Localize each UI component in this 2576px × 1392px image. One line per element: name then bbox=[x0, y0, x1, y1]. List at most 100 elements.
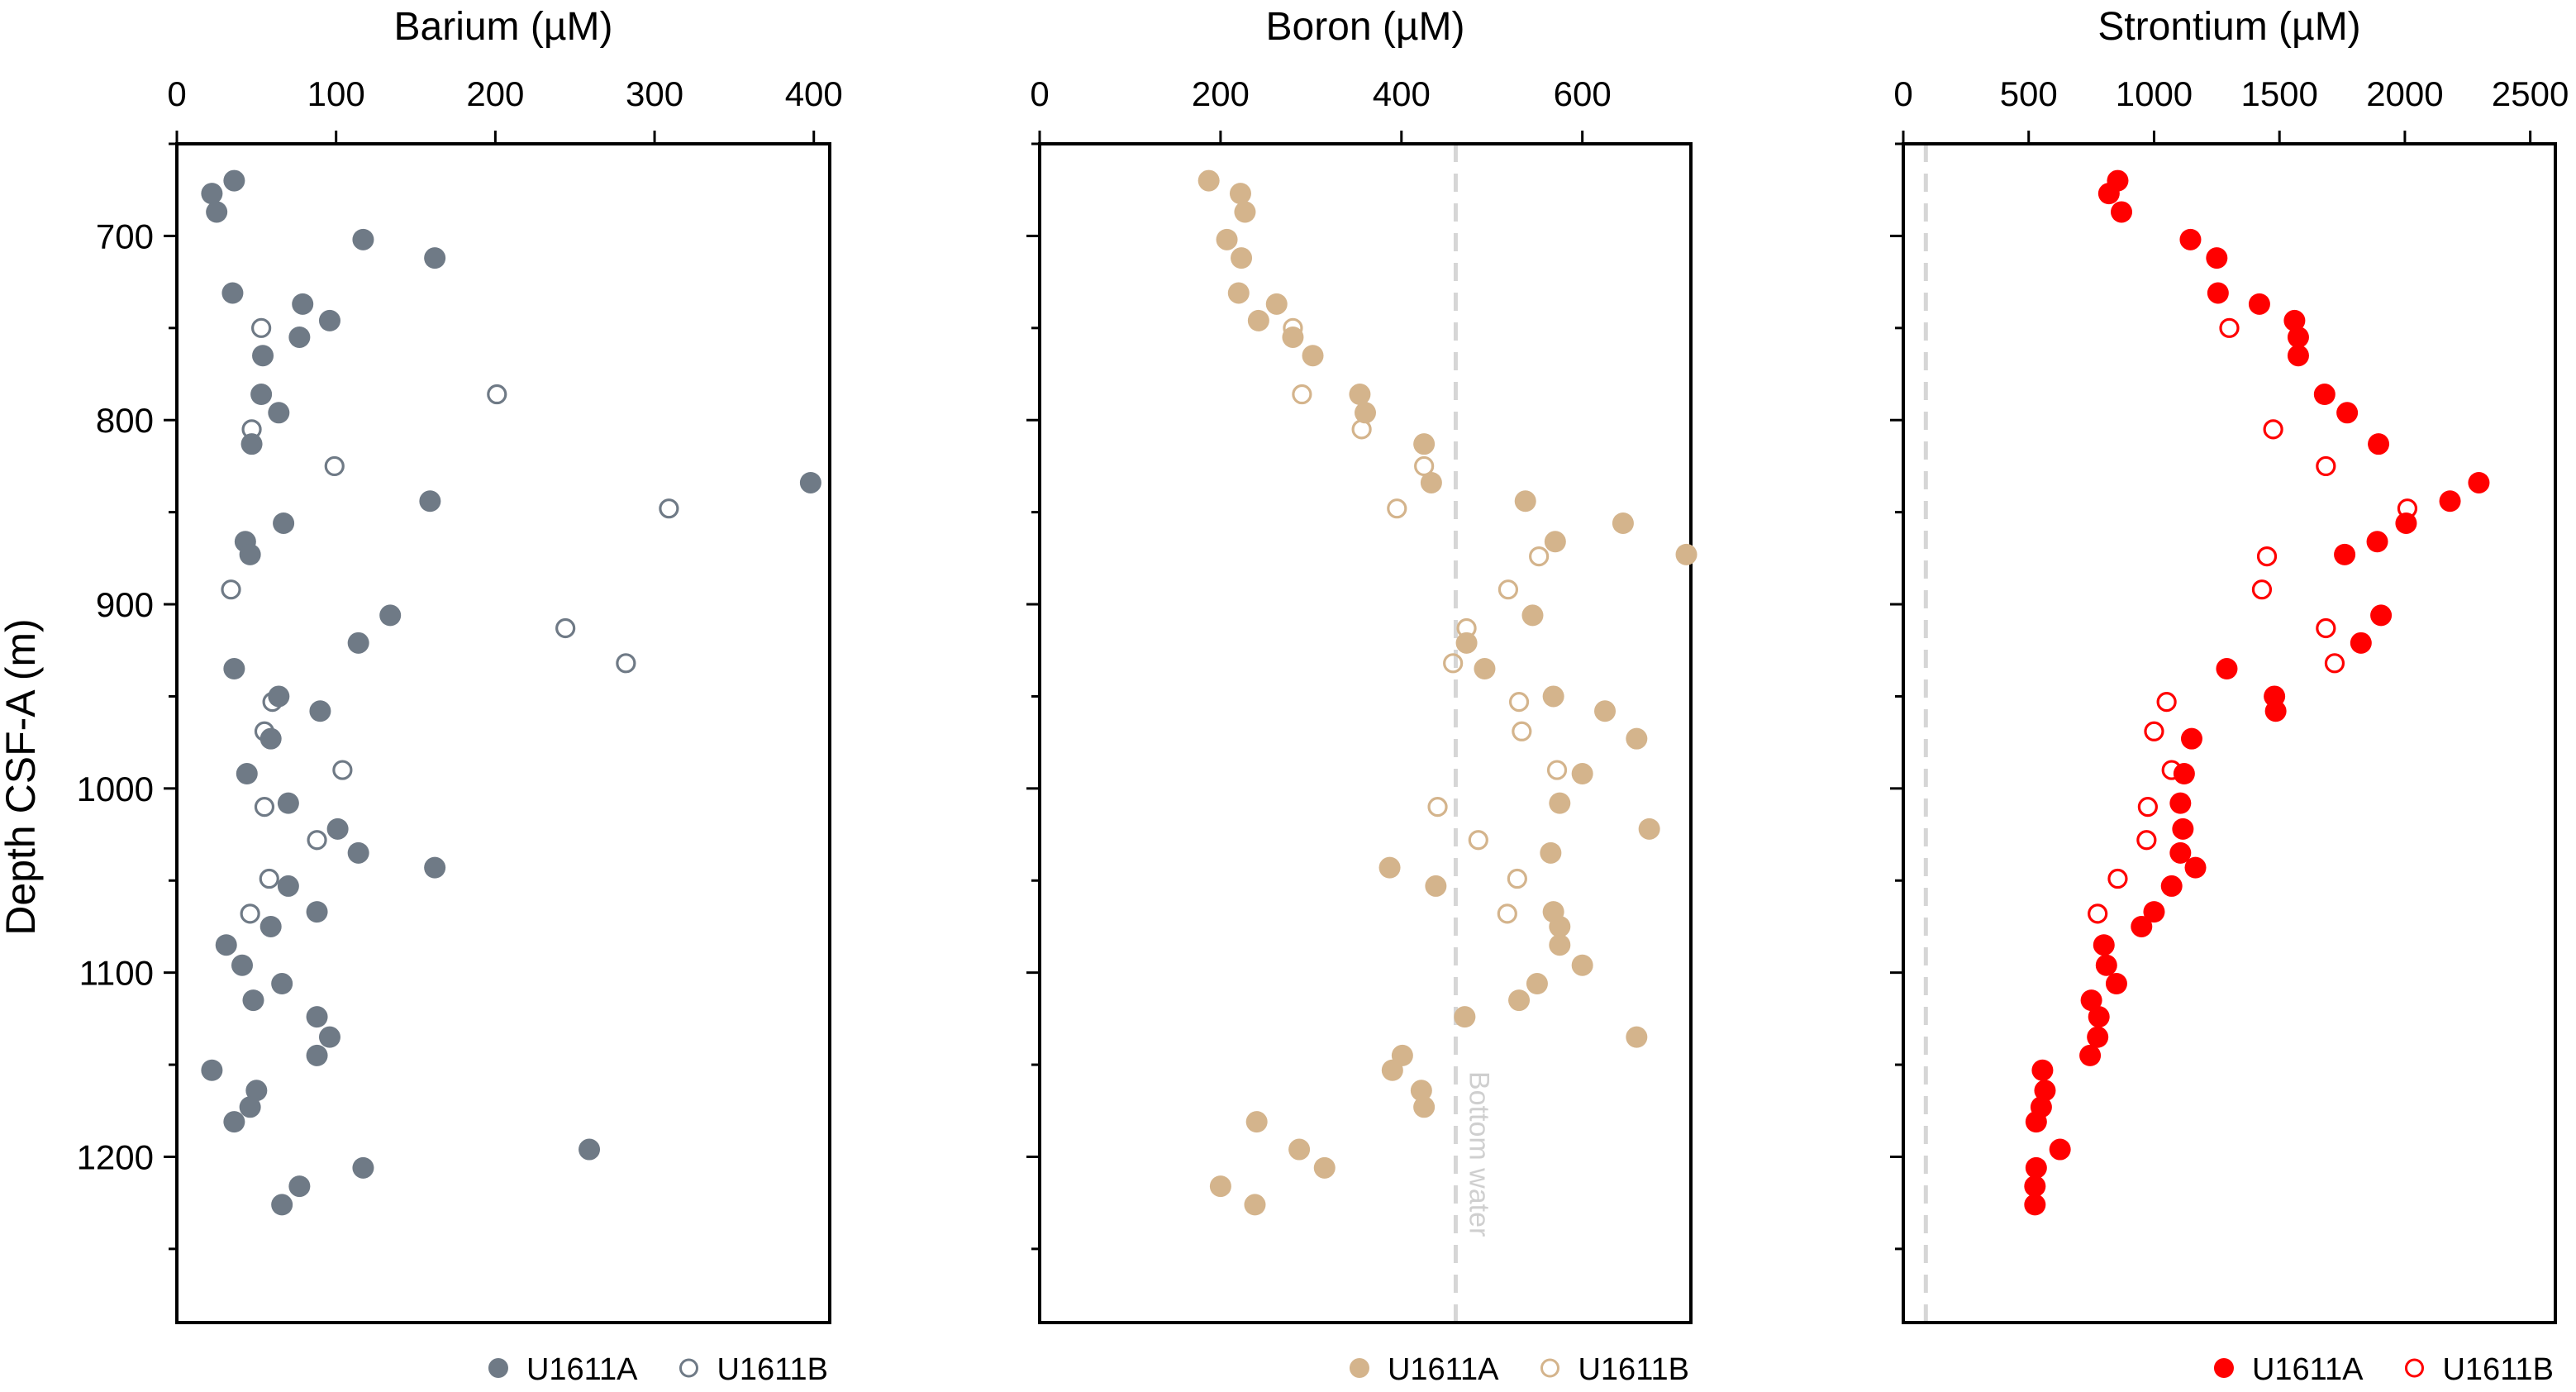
barium-legend-marker bbox=[488, 1358, 508, 1378]
y-tick-label: 800 bbox=[96, 401, 154, 440]
boron-point-u1611a bbox=[1355, 402, 1376, 424]
strontium-plot-frame bbox=[1902, 142, 2557, 1324]
boron-point-u1611a bbox=[1612, 512, 1634, 534]
boron-point-u1611b bbox=[1529, 546, 1550, 567]
barium-point-u1611b bbox=[259, 868, 279, 889]
barium-x-tick-label: 0 bbox=[167, 74, 186, 113]
strontium-point-u1611a bbox=[2087, 1026, 2109, 1048]
strontium-point-u1611a bbox=[2179, 228, 2202, 250]
strontium-point-u1611b bbox=[2156, 692, 2177, 713]
boron-legend-marker bbox=[1349, 1358, 1369, 1378]
strontium-point-u1611a bbox=[2131, 915, 2153, 937]
barium-point-u1611a bbox=[318, 309, 340, 331]
boron-point-u1611a bbox=[1247, 309, 1269, 331]
strontium-point-u1611b bbox=[2107, 868, 2128, 889]
boron-point-u1611a bbox=[1549, 934, 1571, 956]
strontium-legend-label: U1611A bbox=[2252, 1352, 2364, 1387]
strontium-point-u1611a bbox=[2080, 989, 2102, 1012]
strontium-legend-marker bbox=[2213, 1358, 2234, 1378]
boron-point-u1611a bbox=[1540, 841, 1562, 864]
barium-x-tick-label: 200 bbox=[466, 74, 524, 113]
boron-point-u1611b bbox=[1283, 317, 1303, 338]
boron-point-u1611b bbox=[1427, 797, 1448, 818]
barium-point-u1611a bbox=[379, 604, 402, 627]
boron-point-u1611a bbox=[1410, 1080, 1432, 1102]
strontium-point-u1611b bbox=[2088, 903, 2108, 924]
strontium-point-u1611a bbox=[2334, 543, 2356, 565]
strontium-point-u1611a bbox=[2287, 326, 2309, 348]
barium-point-u1611b bbox=[254, 797, 275, 818]
barium-point-u1611a bbox=[201, 183, 223, 205]
boron-point-u1611a bbox=[1526, 973, 1548, 995]
boron-point-u1611b bbox=[1512, 721, 1532, 741]
barium-point-u1611b bbox=[262, 692, 283, 713]
strontium-point-u1611a bbox=[2366, 531, 2388, 553]
strontium-point-u1611b bbox=[2316, 455, 2336, 477]
strontium-point-u1611a bbox=[2248, 293, 2270, 315]
barium-point-u1611b bbox=[221, 579, 241, 600]
strontium-point-u1611a bbox=[2172, 818, 2194, 840]
barium-point-u1611a bbox=[245, 1080, 268, 1102]
strontium-point-u1611a bbox=[2184, 856, 2207, 879]
strontium-point-u1611a bbox=[2180, 727, 2202, 750]
boron-point-u1611b bbox=[1414, 455, 1435, 477]
strontium-point-u1611a bbox=[2287, 345, 2309, 367]
boron-x-tick-label: 400 bbox=[1373, 74, 1431, 113]
strontium-point-u1611a bbox=[2097, 183, 2120, 205]
strontium-legend-marker bbox=[2404, 1358, 2424, 1378]
boron-point-u1611a bbox=[1425, 875, 1447, 897]
strontium-point-u1611a bbox=[2173, 763, 2195, 785]
barium-x-tick-label: 400 bbox=[785, 74, 843, 113]
barium-point-u1611a bbox=[306, 1044, 328, 1066]
strontium-point-u1611a bbox=[2143, 901, 2165, 923]
barium-point-u1611a bbox=[223, 658, 245, 680]
strontium-point-u1611a bbox=[2169, 841, 2192, 864]
strontium-point-u1611a bbox=[2207, 282, 2229, 304]
strontium-x-tick-label: 500 bbox=[2000, 74, 2058, 113]
strontium-point-u1611a bbox=[2439, 490, 2461, 512]
strontium-point-u1611a bbox=[2049, 1138, 2071, 1161]
strontium-point-u1611a bbox=[2160, 875, 2183, 897]
boron-title: Boron (µM) bbox=[1265, 5, 1464, 49]
boron-point-u1611a bbox=[1549, 915, 1571, 937]
strontium-point-u1611b bbox=[2144, 721, 2164, 741]
boron-legend-label: U1611A bbox=[1388, 1352, 1499, 1387]
boron-point-u1611a bbox=[1455, 632, 1478, 654]
barium-legend-label: U1611A bbox=[526, 1352, 638, 1387]
strontium-point-u1611b bbox=[2256, 546, 2278, 567]
boron-point-u1611a bbox=[1302, 345, 1324, 367]
barium-point-u1611a bbox=[271, 973, 293, 995]
strontium-point-u1611a bbox=[2093, 934, 2115, 956]
y-axis-label: Depth CSF-A (m) bbox=[0, 618, 44, 935]
barium-point-u1611a bbox=[273, 512, 295, 534]
barium-point-u1611a bbox=[206, 201, 228, 223]
barium-point-u1611a bbox=[201, 1059, 223, 1081]
strontium-point-u1611a bbox=[2169, 792, 2192, 814]
y-tick-label: 1000 bbox=[77, 770, 154, 808]
barium-point-u1611a bbox=[268, 402, 290, 424]
barium-point-u1611b bbox=[254, 721, 275, 741]
barium-point-u1611a bbox=[347, 632, 369, 654]
barium-point-u1611a bbox=[277, 875, 299, 897]
barium-point-u1611a bbox=[352, 1156, 374, 1179]
strontium-point-u1611a bbox=[2368, 433, 2390, 455]
boron-point-u1611a bbox=[1378, 856, 1401, 879]
boron-point-u1611a bbox=[1245, 1111, 1268, 1133]
strontium-point-u1611b bbox=[2316, 617, 2336, 639]
strontium-point-u1611b bbox=[2161, 760, 2182, 780]
barium-point-u1611b bbox=[251, 317, 272, 338]
y-tick-label: 1200 bbox=[77, 1137, 154, 1176]
boron-point-u1611a bbox=[1626, 727, 1648, 750]
boron-x-tick-label: 0 bbox=[1030, 74, 1049, 113]
boron-point-u1611b bbox=[1468, 830, 1488, 851]
strontium-point-u1611a bbox=[2024, 1194, 2046, 1216]
boron-point-u1611a bbox=[1209, 1175, 1231, 1198]
strontium-point-u1611a bbox=[2034, 1080, 2056, 1102]
barium-point-u1611a bbox=[288, 326, 311, 348]
strontium-point-u1611a bbox=[2088, 1006, 2110, 1028]
boron-point-u1611a bbox=[1544, 531, 1566, 553]
strontium-title: Strontium (µM) bbox=[2097, 5, 2360, 49]
boron-point-u1611a bbox=[1413, 433, 1436, 455]
strontium-point-u1611a bbox=[2079, 1044, 2102, 1066]
